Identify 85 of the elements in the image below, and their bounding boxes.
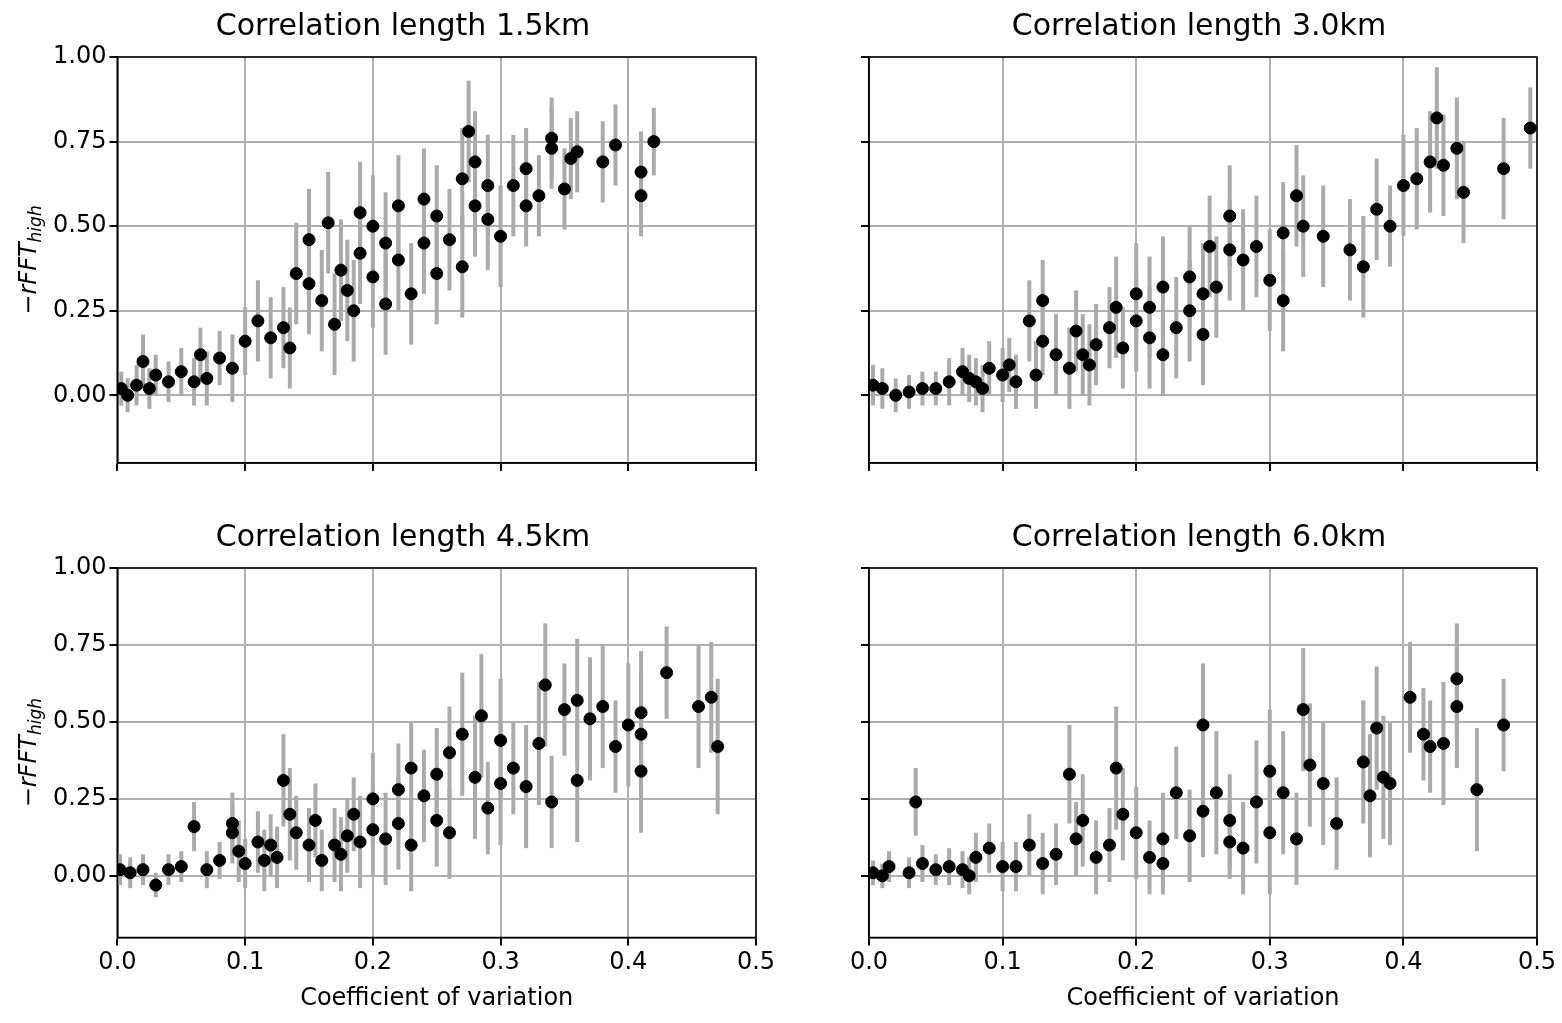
chart-title: Correlation length 3.0km [1011,6,1387,42]
point [1497,718,1511,732]
y-axis-title: −rFFThigh [14,205,46,315]
x-tick-label: 0.4 [1384,947,1423,976]
point [1416,727,1430,741]
point [1076,813,1090,827]
x-tick-label: 0.5 [736,947,776,976]
point [1069,832,1083,846]
point [1290,832,1304,846]
y-tick-label: 0.50 [53,706,107,735]
point [1370,721,1384,735]
x-axis-title: Coefficient of variation [300,982,574,1011]
y-tick-label: 0.25 [53,294,107,323]
point [1436,736,1450,750]
y-axis-title: −rFFThigh [14,698,46,808]
point [969,850,983,864]
point [1470,783,1484,797]
point [1383,776,1397,790]
point [1209,786,1223,800]
point [942,860,956,874]
point [1356,755,1370,769]
chart-title: Correlation length 6.0km [1011,517,1387,553]
point [1249,795,1263,809]
x-tick-label: 0.0 [849,947,889,976]
point [1143,850,1157,864]
y-tick-label: 1.00 [53,41,107,70]
point [1156,832,1170,846]
x-tick-label: 0.2 [353,947,392,976]
y-tick-label: 0.50 [53,210,107,239]
point [982,841,996,855]
y-tick-label: 1.00 [53,552,107,581]
y-tick-label: 0.25 [53,783,107,812]
point [1263,826,1277,840]
y-tick-label: 0.00 [53,379,107,408]
point [1196,718,1210,732]
point [1183,829,1197,843]
x-tick-label: 0.0 [98,947,137,976]
point [1363,789,1377,803]
x-tick-label: 0.1 [226,947,265,976]
point [1009,860,1023,874]
point [1049,847,1063,861]
point [1223,835,1237,849]
y-tick-label: 0.00 [53,860,107,889]
x-axis-title: Coefficient of variation [1066,982,1340,1011]
x-tick-label: 0.3 [481,947,520,976]
point [1156,857,1170,871]
point [902,866,916,880]
point [1169,786,1183,800]
point [915,857,929,871]
point [1276,786,1290,800]
point [909,795,923,809]
x-tick-label: 0.2 [1117,947,1156,976]
point [1062,767,1076,781]
point [1403,690,1417,704]
point [1236,841,1250,855]
point [882,860,896,874]
point [1450,700,1464,714]
point [1196,804,1210,818]
x-tick-label: 0.5 [1517,947,1557,976]
point [1450,672,1464,686]
point [962,869,976,883]
point [1263,764,1277,778]
y-tick-label: 0.75 [53,629,107,658]
point [1036,857,1050,871]
point [1423,740,1437,754]
point [1303,758,1317,772]
point [1102,838,1116,852]
point [1330,817,1344,830]
point [1022,838,1036,852]
point [1089,850,1103,864]
y-tick-label: 0.75 [53,125,107,154]
x-tick-label: 0.1 [983,947,1022,976]
point [929,863,943,877]
point [1316,776,1330,790]
point [1129,826,1143,840]
point [1223,813,1237,827]
point [1116,807,1130,821]
point [996,860,1010,874]
point [1109,761,1123,775]
point [1296,703,1310,717]
point [875,869,889,883]
x-tick-label: 0.4 [609,947,648,976]
x-tick-label: 0.3 [1250,947,1289,976]
chart-title: Correlation length 1.5km [215,6,591,42]
chart-title: Correlation length 4.5km [215,517,591,553]
